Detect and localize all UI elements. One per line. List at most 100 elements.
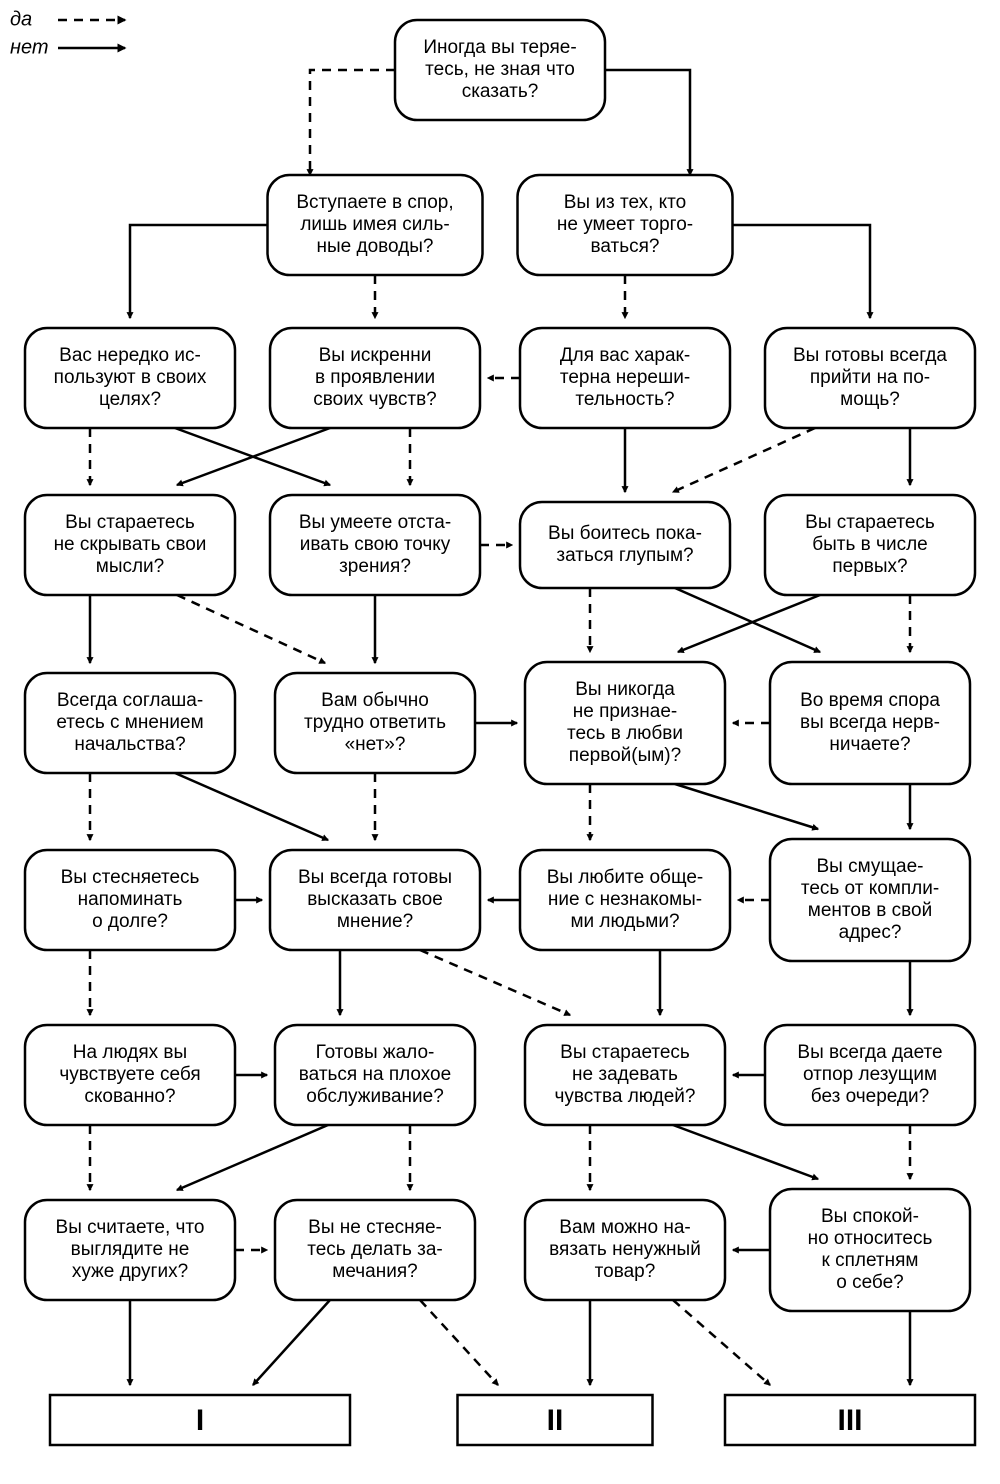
- node-q7-line1: не скрывать свои: [54, 534, 207, 555]
- node-q8-line1: ивать свою точку: [300, 534, 451, 555]
- node-q2-line2: ваться?: [591, 236, 660, 257]
- node-q12-line0: Вам обычно: [321, 690, 429, 711]
- edge-q24-r1: [253, 1300, 330, 1385]
- node-q25: Вам можно на-вязать ненужныйтовар?: [525, 1200, 725, 1300]
- node-q7-line2: мысли?: [96, 556, 165, 577]
- node-q0-line2: сказать?: [462, 81, 539, 102]
- node-q2: Вы из тех, ктоне умеет торго-ваться?: [518, 175, 733, 275]
- node-q12-line2: «нет»?: [345, 734, 406, 755]
- node-q24-line0: Вы не стесняе-: [308, 1217, 442, 1238]
- edge-q1-q3: [130, 225, 267, 318]
- node-q15-line1: напоминать: [78, 889, 183, 910]
- node-q26-line0: Вы спокой-: [821, 1206, 919, 1227]
- node-q9-line0: Вы боитесь пока-: [548, 523, 702, 544]
- node-q6: Вы готовы всегдаприйти на по-мощь?: [765, 328, 975, 428]
- node-q21-line2: чувства людей?: [555, 1086, 696, 1107]
- node-q1: Вступаете в спор,лишь имея силь-ные дово…: [268, 175, 483, 275]
- node-q4: Вы искреннив проявлениисвоих чувств?: [270, 328, 480, 428]
- edge-q11-q16: [175, 773, 328, 840]
- node-q4-line2: своих чувств?: [313, 389, 436, 410]
- edge-q0-q1: [310, 70, 395, 175]
- edge-q0-q2: [605, 70, 690, 175]
- node-q16-line1: высказать свое: [307, 889, 443, 910]
- node-q23: Вы считаете, чтовыглядите нехуже других?: [25, 1200, 235, 1300]
- node-q4-line1: в проявлении: [315, 367, 435, 388]
- node-q3-line1: пользуют в своих: [54, 367, 207, 388]
- node-q5: Для вас харак-терна нереши-тельность?: [520, 328, 730, 428]
- node-q18-line2: ментов в свой: [808, 900, 932, 921]
- node-q6-line0: Вы готовы всегда: [793, 345, 947, 366]
- node-q5-line1: терна нереши-: [560, 367, 690, 388]
- node-q22-line2: без очереди?: [811, 1086, 929, 1107]
- node-q13: Вы никогдане признае-тесь в любвипервой(…: [525, 662, 725, 784]
- node-q10: Вы стараетесьбыть в числепервых?: [765, 495, 975, 595]
- result-r3-label: III: [837, 1404, 862, 1437]
- node-q24-line2: мечания?: [332, 1261, 417, 1282]
- nodes: Иногда вы теряе-тесь, не зная чтосказать…: [25, 20, 975, 1311]
- node-q0: Иногда вы теряе-тесь, не зная чтосказать…: [395, 20, 605, 120]
- edge-q24-r2: [420, 1300, 498, 1385]
- node-q13-line1: не признае-: [573, 701, 677, 722]
- node-q3: Вас нередко ис-пользуют в своихцелях?: [25, 328, 235, 428]
- node-q14-line1: вы всегда нерв-: [800, 712, 940, 733]
- node-q17-line1: ние с незнакомы-: [548, 889, 702, 910]
- node-q11-line1: етесь с мнением: [56, 712, 203, 733]
- node-q5-line2: тельность?: [575, 389, 674, 410]
- node-q1-line2: ные доводы?: [317, 236, 434, 257]
- node-q3-line2: целях?: [99, 389, 161, 410]
- node-q18-line1: тесь от компли-: [801, 878, 939, 899]
- node-q2-line1: не умеет торго-: [557, 214, 693, 235]
- node-q15-line2: о долге?: [92, 911, 168, 932]
- node-q7: Вы стараетесьне скрывать своимысли?: [25, 495, 235, 595]
- edge-q25-r3: [673, 1300, 770, 1385]
- results: IIIIII: [50, 1395, 975, 1445]
- node-q14-line0: Во время спора: [800, 690, 940, 711]
- node-q9: Вы боитесь пока-заться глупым?: [520, 502, 730, 588]
- node-q21-line0: Вы стараетесь: [560, 1042, 690, 1063]
- node-q20-line2: обслуживание?: [306, 1086, 444, 1107]
- edge-q9-q14: [675, 588, 820, 652]
- node-q22-line0: Вы всегда даете: [797, 1042, 942, 1063]
- node-q16: Вы всегда готовывысказать своемнение?: [270, 850, 480, 950]
- edge-q7-q12: [177, 595, 325, 663]
- node-q22-line1: отпор лезущим: [803, 1064, 937, 1085]
- node-q10-line1: быть в числе: [812, 534, 927, 555]
- node-q1-line0: Вступаете в спор,: [296, 192, 453, 213]
- node-q1-line1: лишь имея силь-: [300, 214, 449, 235]
- node-q7-line0: Вы стараетесь: [65, 512, 195, 533]
- node-q21-line1: не задевать: [572, 1064, 678, 1085]
- node-q18-line3: адрес?: [839, 922, 902, 943]
- node-q20-line0: Готовы жало-: [316, 1042, 435, 1063]
- result-r3: III: [725, 1395, 975, 1445]
- node-q2-line0: Вы из тех, кто: [564, 192, 687, 213]
- node-q17: Вы любите обще-ние с незнакомы-ми людьми…: [520, 850, 730, 950]
- edge-q21-q26: [673, 1125, 818, 1179]
- edge-q2-q6: [733, 225, 870, 318]
- node-q25-line0: Вам можно на-: [559, 1217, 690, 1238]
- node-q23-line0: Вы считаете, что: [56, 1217, 205, 1238]
- node-q24: Вы не стесняе-тесь делать за-мечания?: [275, 1200, 475, 1300]
- node-q10-line0: Вы стараетесь: [805, 512, 935, 533]
- node-q12: Вам обычнотрудно ответить«нет»?: [275, 673, 475, 773]
- node-q13-line3: первой(ым)?: [569, 745, 681, 766]
- result-r2-label: II: [547, 1404, 564, 1437]
- node-q4-line0: Вы искренни: [319, 345, 432, 366]
- node-q17-line0: Вы любите обще-: [547, 867, 704, 888]
- result-r2: II: [458, 1395, 653, 1445]
- node-q16-line2: мнение?: [337, 911, 413, 932]
- node-q10-line2: первых?: [832, 556, 907, 577]
- node-q20-line1: ваться на плохое: [299, 1064, 451, 1085]
- node-q0-line1: тесь, не зная что: [425, 59, 575, 80]
- node-q26-line3: о себе?: [836, 1272, 904, 1293]
- node-q25-line1: вязать ненужный: [549, 1239, 701, 1260]
- node-q8-line0: Вы умеете отста-: [299, 512, 451, 533]
- result-r1-label: I: [196, 1404, 204, 1437]
- edge-q16-q21: [420, 950, 570, 1015]
- node-q11-line2: начальства?: [74, 734, 185, 755]
- node-q25-line2: товар?: [595, 1261, 656, 1282]
- node-q6-line2: мощь?: [840, 389, 900, 410]
- node-q8-line2: зрения?: [339, 556, 411, 577]
- node-q22: Вы всегда даетеотпор лезущимбез очереди?: [765, 1025, 975, 1125]
- node-q26: Вы спокой-но относитеськ сплетнямо себе?: [770, 1189, 970, 1311]
- node-q3-line0: Вас нередко ис-: [59, 345, 201, 366]
